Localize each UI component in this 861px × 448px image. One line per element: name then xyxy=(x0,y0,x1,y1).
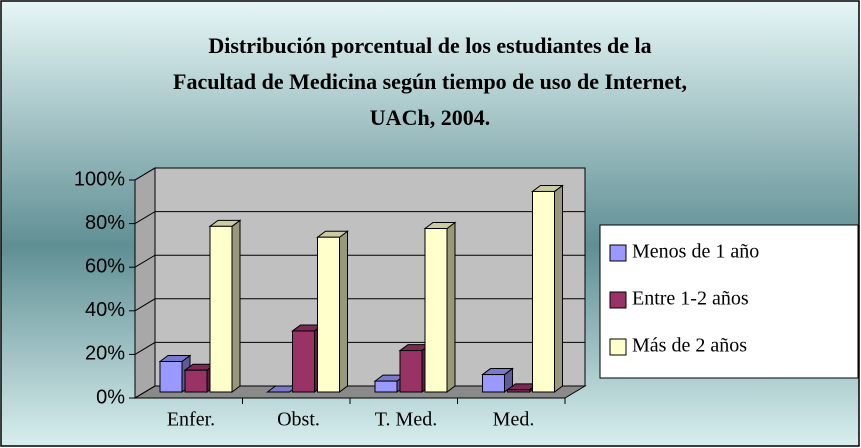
x-tick-label: Obst. xyxy=(277,409,320,431)
bar-front xyxy=(159,360,183,393)
bar-front xyxy=(317,236,340,393)
y-tick-label: 0% xyxy=(96,386,125,408)
bar xyxy=(481,367,514,393)
chart-title: UACh, 2004. xyxy=(370,105,490,130)
y-tick-label: 80% xyxy=(85,212,125,234)
bar-front xyxy=(399,350,423,393)
side-wall xyxy=(134,167,156,399)
bar-front xyxy=(184,369,208,393)
grid-line xyxy=(134,211,585,225)
bar-side xyxy=(446,221,456,393)
legend xyxy=(599,224,859,379)
title-group: Distribución porcentual de los estudiant… xyxy=(173,33,687,130)
legend-label: Menos de 1 año xyxy=(632,241,759,263)
legend-label: Entre 1-2 años xyxy=(632,288,749,310)
bar xyxy=(531,184,564,393)
bar-side xyxy=(231,219,241,393)
chart-title: Distribución porcentual de los estudiant… xyxy=(208,33,651,58)
bar xyxy=(423,221,457,393)
bar-side xyxy=(339,230,348,393)
chart-title: Facultad de Medicina según tiempo de uso… xyxy=(173,69,687,94)
bar-front xyxy=(424,228,448,393)
bar xyxy=(208,219,242,393)
x-tick-label: T. Med. xyxy=(375,409,437,431)
y-tick-label: 20% xyxy=(85,343,125,365)
y-tick-label: 100% xyxy=(74,168,125,190)
x-tick-label: Med. xyxy=(493,409,535,431)
y-tick-label: 40% xyxy=(85,299,125,321)
bar-side xyxy=(554,184,563,393)
legend-swatch xyxy=(609,291,627,309)
bar xyxy=(316,230,349,393)
x-tick-label: Enfer. xyxy=(167,409,215,431)
y-tick-label: 60% xyxy=(85,255,125,277)
bar-front xyxy=(209,225,233,393)
bar-front xyxy=(532,190,555,393)
legend-label: Más de 2 años xyxy=(632,335,747,357)
grid-line xyxy=(134,167,585,181)
legend-swatch xyxy=(609,244,627,262)
bar-front xyxy=(374,380,398,393)
bar-front xyxy=(292,330,315,393)
legend-swatch xyxy=(609,338,627,356)
bar-front xyxy=(507,389,530,393)
bar-front xyxy=(482,374,505,393)
